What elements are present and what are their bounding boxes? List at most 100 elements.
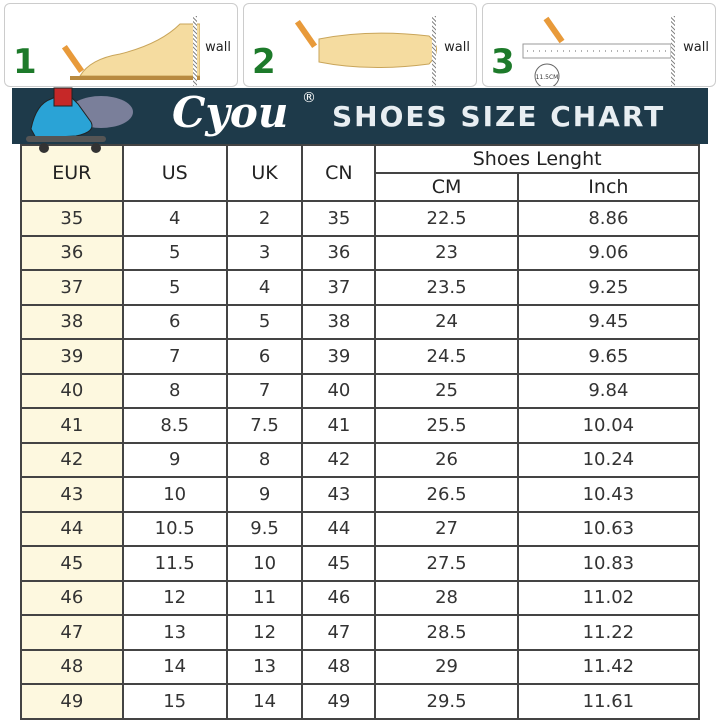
table-row: 38 6 5 38 24 9.45 (20, 303, 701, 340)
cell-eur: 49 (20, 683, 124, 720)
cell-cn: 35 (301, 200, 377, 237)
step-2-panel: 2 wall (243, 3, 477, 87)
skate-shoe-logo (26, 87, 133, 153)
cell-eur: 38 (20, 303, 124, 340)
cell-uk: 11 (225, 579, 304, 616)
cell-uk: 9 (225, 476, 304, 513)
header-cm: CM (374, 172, 519, 202)
cell-inch: 9.06 (516, 234, 701, 271)
size-chart-table: EUR US UK CN Shoes Lenght CM Inch 35 4 2 35… (20, 144, 701, 720)
cell-eur: 41 (20, 407, 124, 444)
cell-inch: 11.42 (516, 648, 701, 685)
table-row: 44 10.5 9.5 44 27 10.63 (20, 510, 701, 547)
cell-us: 8 (121, 372, 228, 409)
table-row: 35 4 2 35 22.5 8.86 (20, 200, 701, 237)
cell-cn: 38 (301, 303, 377, 340)
cell-inch: 10.24 (516, 441, 701, 478)
table-row: 47 13 12 47 28.5 11.22 (20, 614, 701, 651)
cell-cm: 28 (374, 579, 519, 616)
cell-inch: 11.22 (516, 614, 701, 651)
table-row: 39 7 6 39 24.5 9.65 (20, 338, 701, 375)
cell-cm: 25 (374, 372, 519, 409)
cell-eur: 39 (20, 338, 124, 375)
table-row: 42 9 8 42 26 10.24 (20, 441, 701, 478)
header-us: US (121, 144, 228, 202)
cell-eur: 46 (20, 579, 124, 616)
cell-inch: 11.02 (516, 579, 701, 616)
cell-inch: 10.83 (516, 545, 701, 582)
cell-cm: 22.5 (374, 200, 519, 237)
table-row: 46 12 11 46 28 11.02 (20, 579, 701, 616)
table-row: 43 10 9 43 26.5 10.43 (20, 476, 701, 513)
wall-label: wall (683, 40, 709, 55)
cell-cn: 46 (301, 579, 377, 616)
cell-cn: 36 (301, 234, 377, 271)
cell-cn: 47 (301, 614, 377, 651)
cell-cm: 23.5 (374, 269, 519, 306)
cell-cm: 27 (374, 510, 519, 547)
table-row: 40 8 7 40 25 9.84 (20, 372, 701, 409)
cell-us: 9 (121, 441, 228, 478)
cell-us: 8.5 (121, 407, 228, 444)
table-row: 36 5 3 36 23 9.06 (20, 234, 701, 271)
cell-inch: 10.63 (516, 510, 701, 547)
step-number: 2 (252, 42, 276, 82)
cell-inch: 9.84 (516, 372, 701, 409)
cell-cm: 26 (374, 441, 519, 478)
wall-hatch (671, 16, 675, 86)
cell-cm: 26.5 (374, 476, 519, 513)
cell-uk: 3 (225, 234, 304, 271)
cell-us: 10.5 (121, 510, 228, 547)
cell-cm: 25.5 (374, 407, 519, 444)
table-row: 37 5 4 37 23.5 9.25 (20, 269, 701, 306)
measure-label: 11.5CM (536, 74, 559, 81)
header-cn: CN (301, 144, 377, 202)
cell-inch: 9.45 (516, 303, 701, 340)
registered-mark: ® (302, 90, 316, 106)
cell-uk: 5 (225, 303, 304, 340)
cell-eur: 45 (20, 545, 124, 582)
cell-us: 14 (121, 648, 228, 685)
cell-inch: 9.25 (516, 269, 701, 306)
table-row: 41 8.5 7.5 41 25.5 10.04 (20, 407, 701, 444)
cell-eur: 42 (20, 441, 124, 478)
cell-cn: 43 (301, 476, 377, 513)
cell-cm: 27.5 (374, 545, 519, 582)
cell-us: 10 (121, 476, 228, 513)
cell-cm: 29.5 (374, 683, 519, 720)
foot-top-illustration (294, 19, 437, 69)
cell-cn: 45 (301, 545, 377, 582)
cell-us: 12 (121, 579, 228, 616)
cell-uk: 4 (225, 269, 304, 306)
cell-uk: 9.5 (225, 510, 304, 547)
ruler-illustration: 11.5CM (522, 16, 672, 86)
cell-cn: 41 (301, 407, 377, 444)
header-inch: Inch (516, 172, 701, 202)
cell-eur: 35 (20, 200, 124, 237)
cell-uk: 13 (225, 648, 304, 685)
cell-us: 11.5 (121, 545, 228, 582)
cell-us: 4 (121, 200, 228, 237)
cell-us: 15 (121, 683, 228, 720)
cell-us: 5 (121, 234, 228, 271)
cell-cn: 40 (301, 372, 377, 409)
step-number: 3 (491, 42, 515, 82)
cell-uk: 6 (225, 338, 304, 375)
cell-uk: 7 (225, 372, 304, 409)
cell-us: 13 (121, 614, 228, 651)
cell-us: 7 (121, 338, 228, 375)
step-1-panel: 1 wall (4, 3, 238, 87)
foot-side-illustration (61, 23, 200, 80)
cell-eur: 40 (20, 372, 124, 409)
cell-inch: 10.04 (516, 407, 701, 444)
cell-cn: 42 (301, 441, 377, 478)
cell-cm: 28.5 (374, 614, 519, 651)
cell-eur: 47 (20, 614, 124, 651)
cell-inch: 10.43 (516, 476, 701, 513)
wall-hatch (193, 16, 197, 86)
cell-inch: 11.61 (516, 683, 701, 720)
wall-hatch (432, 16, 436, 86)
table-row: 48 14 13 48 29 11.42 (20, 648, 701, 685)
table-row: 45 11.5 10 45 27.5 10.83 (20, 545, 701, 582)
header-eur: EUR (20, 144, 124, 202)
